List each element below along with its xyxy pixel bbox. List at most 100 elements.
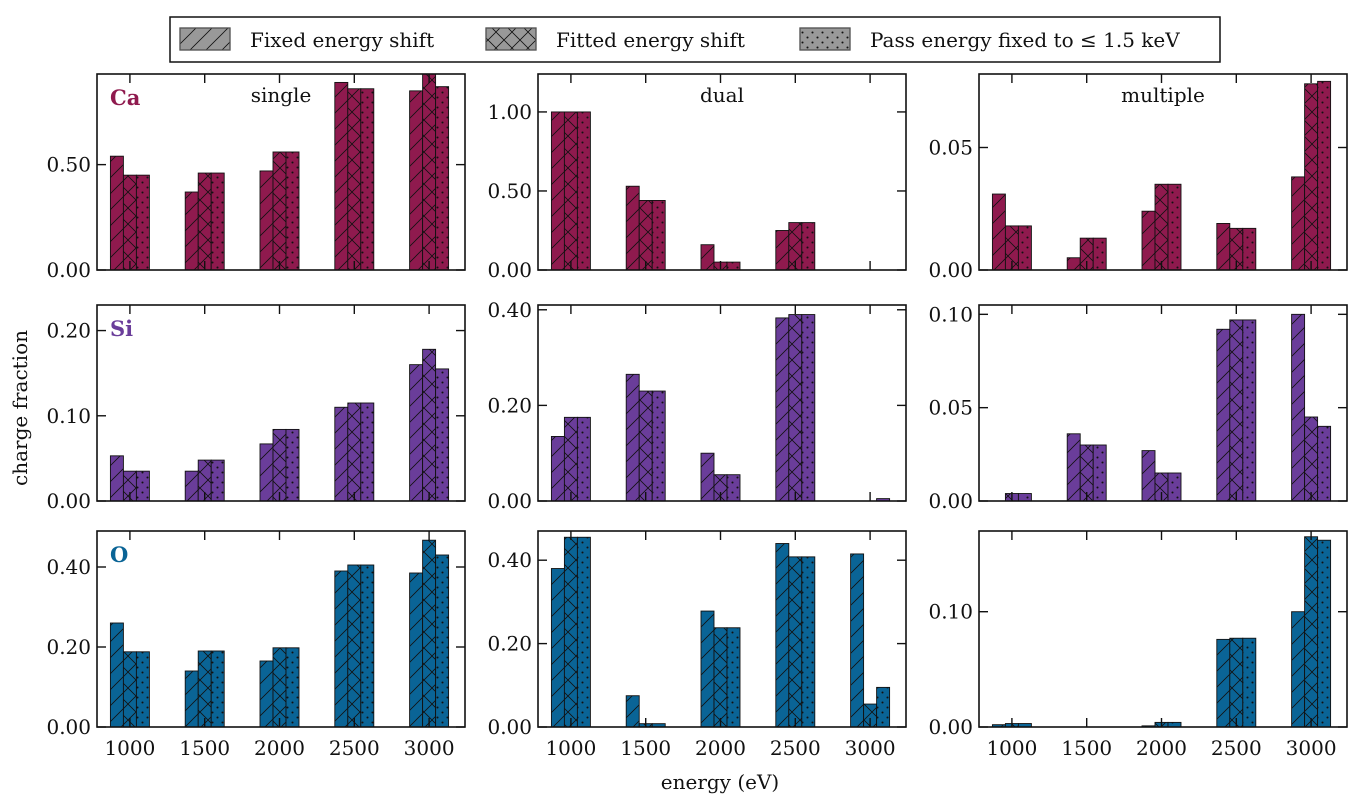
bar-o-single-1500-fixed-hatch [185,671,199,727]
bar-o-multiple-3000-fixed-hatch [1291,611,1305,727]
bar-o-single-1000-fitted-hatch [123,651,137,727]
bar-si-dual-2500-fixed-hatch [775,317,789,501]
y-axis-label: charge fraction [8,330,32,486]
bar-si-dual-1000-pass-hatch [577,417,591,501]
bar-si-dual-2000-pass-hatch [727,474,740,501]
legend-label-fixed: Fixed energy shift [250,28,434,52]
bar-ca-multiple-2000-pass-hatch [1168,184,1181,270]
bar-ca-multiple-1500-pass-hatch [1093,238,1107,270]
y-tick-label-0: 0.00 [928,489,973,513]
legend-label-fitted: Fitted energy shift [556,28,745,52]
element-label-si: Si [110,316,133,341]
bar-o-dual-1000-pass-hatch [577,537,591,727]
panel-si-multiple: 0.00 0.05 0.10 [928,302,1348,513]
panel-frame [978,73,1348,271]
bar-ca-single-3000-pass-hatch [435,86,449,271]
x-tick-label-2500: 2500 [329,736,380,760]
legend-entry-fitted: Fitted energy shift [485,27,745,52]
y-tick-label-0: 0.00 [928,258,973,282]
bar-o-single-2000-fitted-hatch [273,647,286,727]
bar-ca-multiple-2500-pass-hatch [1242,228,1256,270]
bar-o-dual-2000-fitted-hatch [714,627,727,727]
panel-frame [537,304,907,502]
y-tick-label-1: 0.05 [928,136,973,160]
panel-frame [537,530,907,728]
legend-swatch-pass-hatch [799,27,851,51]
x-tick-label-2500: 2500 [770,736,821,760]
bar-o-single-3000-pass-hatch [435,555,449,727]
x-tick-label-1500: 1500 [620,736,671,760]
y-tick-label-1: 0.20 [487,632,532,656]
y-tick-label-0: 0.00 [46,715,91,739]
y-tick-label-2: 1.00 [487,100,532,124]
bar-o-multiple-2500-fixed-hatch [1216,639,1230,727]
bar-o-dual-1500-pass-hatch [652,723,666,727]
bar-o-dual-2500-pass-hatch [801,556,815,727]
y-tick-label-1: 0.10 [46,404,91,428]
panel-frame [96,530,466,728]
legend-entry-fixed: Fixed energy shift [179,27,434,52]
bar-ca-multiple-2000-fitted-hatch [1155,184,1168,270]
bar-ca-single-3000-fitted-hatch [422,74,436,270]
bar-ca-single-2000-fitted-hatch [273,151,286,270]
bar-ca-single-2500-fitted-hatch [347,88,361,270]
x-axis-label: energy (eV) [661,770,779,794]
legend-frame [169,16,1221,63]
x-tick-label-3000: 3000 [1286,736,1337,760]
bar-o-dual-1500-fixed-hatch [626,695,640,727]
bar-ca-dual-1000-fitted-hatch [564,111,578,270]
bar-ca-single-2000-pass-hatch [286,151,299,270]
bar-o-dual-2000-pass-hatch [727,627,740,727]
y-tick-label-1: 0.50 [46,153,91,177]
bar-o-dual-3000-pass-hatch [876,687,890,727]
x-tick-label-1000: 1000 [986,736,1037,760]
bar-si-single-2000-fitted-hatch [273,429,286,501]
panel-o-multiple: 1000 1500 2000 2500 3000 0.00 0.10 [928,530,1348,760]
bar-o-single-3000-fixed-hatch [409,573,423,727]
panel-ca-multiple: 0.00 0.05 multiple [928,73,1348,282]
bar-o-single-1000-pass-hatch [136,651,150,727]
x-tick-label-1000: 1000 [104,736,155,760]
bar-ca-dual-2500-fitted-hatch [788,222,802,270]
bar-si-single-1500-fitted-hatch [198,460,212,501]
bar-si-single-3000-pass-hatch [435,368,449,501]
bar-ca-multiple-1500-fixed-hatch [1067,257,1081,270]
bar-si-multiple-2000-pass-hatch [1168,473,1181,501]
bar-ca-single-2500-fixed-hatch [334,82,348,271]
bar-o-dual-1000-fixed-hatch [551,568,565,727]
bar-si-single-1000-fixed-hatch [110,455,124,501]
element-label-ca: Ca [110,85,141,110]
y-tick-label-2: 0.20 [46,319,91,343]
bar-o-single-1500-fitted-hatch [198,651,212,727]
bar-si-dual-2000-fixed-hatch [701,453,714,501]
panel-frame [978,304,1348,502]
y-tick-label-0: 0.00 [487,715,532,739]
bar-si-multiple-3000-fitted-hatch [1304,417,1318,501]
bar-si-multiple-2500-pass-hatch [1242,319,1256,501]
y-tick-label-1: 0.20 [487,393,532,417]
bar-o-single-2500-fixed-hatch [334,571,348,727]
bar-si-single-2000-pass-hatch [286,429,299,501]
bar-si-multiple-1000-pass-hatch [1018,493,1032,501]
bar-si-single-1000-pass-hatch [136,471,150,501]
y-tick-label-2: 0.10 [928,302,973,326]
bar-si-single-2000-fixed-hatch [260,443,273,501]
bar-o-single-2000-pass-hatch [286,647,299,727]
bar-si-dual-2000-fitted-hatch [714,474,727,501]
bar-si-multiple-2500-fixed-hatch [1216,329,1230,501]
bar-o-multiple-1000-pass-hatch [1018,723,1032,727]
x-tick-label-2500: 2500 [1211,736,1262,760]
y-tick-label-1: 0.20 [46,635,91,659]
bar-si-single-2500-pass-hatch [360,403,374,501]
bar-ca-single-2000-fixed-hatch [260,170,273,270]
legend: Fixed energy shift Fitted energy shift P… [169,16,1221,63]
y-tick-label-2: 0.40 [487,298,532,322]
bar-si-dual-1000-fitted-hatch [564,417,578,501]
bar-ca-dual-2000-pass-hatch [727,262,740,270]
bar-o-dual-2500-fixed-hatch [775,543,789,727]
bar-o-dual-3000-fitted-hatch [863,704,877,727]
bar-o-multiple-3000-pass-hatch [1317,540,1331,727]
bar-ca-dual-2500-pass-hatch [801,222,815,270]
bar-si-multiple-1500-fixed-hatch [1067,433,1081,501]
bar-ca-single-1500-fitted-hatch [198,173,212,270]
